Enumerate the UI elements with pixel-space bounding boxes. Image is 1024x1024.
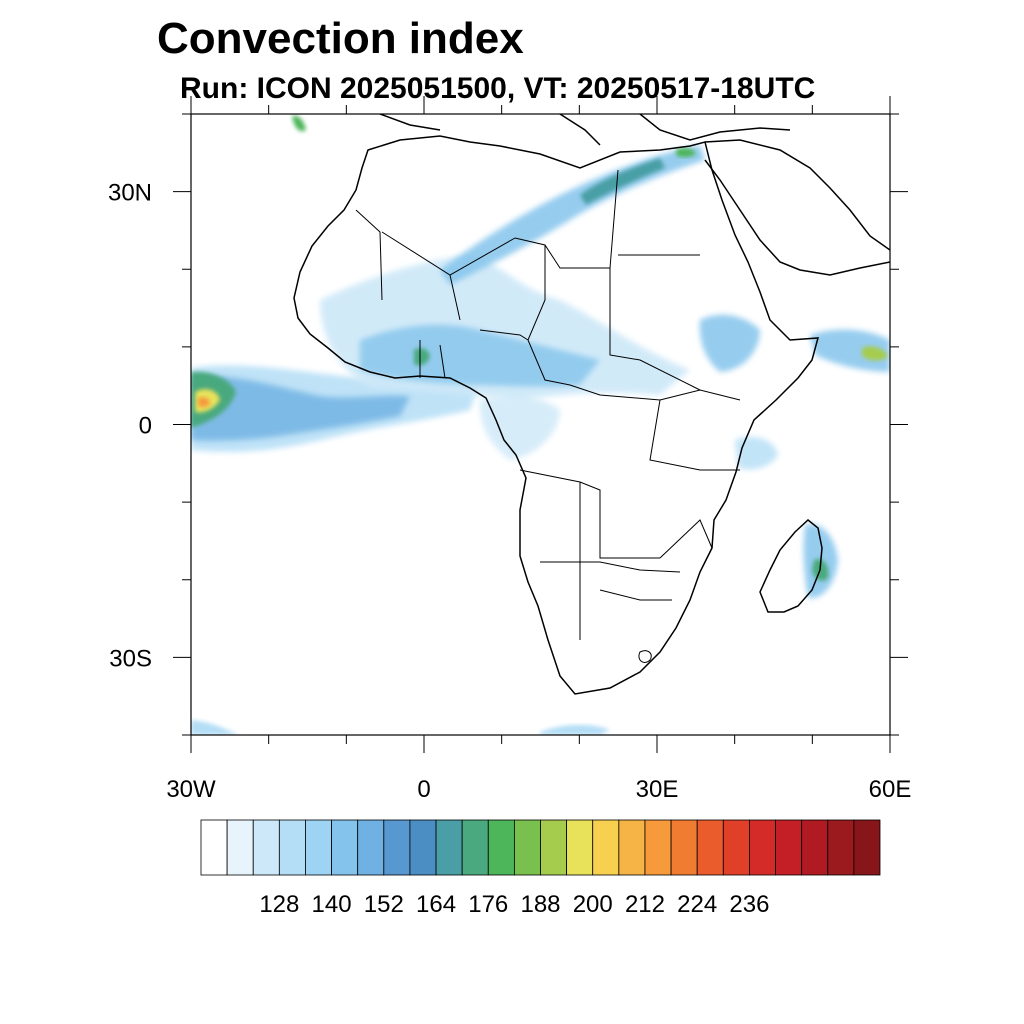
x-axis-labels: 30W 0 30E 60E bbox=[166, 776, 911, 803]
colorbar-swatch bbox=[775, 819, 803, 876]
colorbar-label: 176 bbox=[468, 891, 508, 918]
madagascar-coastline bbox=[759, 519, 823, 613]
coastlines bbox=[293, 114, 890, 695]
convection-area-south-atlantic-2 bbox=[540, 724, 610, 735]
arabia-coastline bbox=[704, 139, 890, 276]
colorbar-swatch bbox=[200, 819, 228, 876]
chart-subtitle: Run: ICON 2025051500, VT: 20250517-18UTC bbox=[180, 72, 816, 105]
colorbar-swatch bbox=[696, 819, 724, 876]
colorbar-swatch bbox=[618, 819, 646, 876]
y-tick-label: 0 bbox=[139, 413, 152, 440]
colorbar-swatch bbox=[801, 819, 829, 876]
colorbar-swatch bbox=[278, 819, 306, 876]
colorbar-swatch bbox=[513, 819, 541, 876]
colorbar-swatch bbox=[670, 819, 698, 876]
colorbar-swatch bbox=[722, 819, 750, 876]
colorbar-label: 128 bbox=[259, 891, 299, 918]
colorbar-label: 236 bbox=[729, 891, 769, 918]
convection-area-north-africa-streak bbox=[440, 145, 705, 285]
africa-coastline bbox=[293, 135, 820, 695]
y-axis-labels: 30N 0 30S bbox=[108, 180, 152, 673]
colorbar-swatch bbox=[827, 819, 855, 876]
chart-title: Convection index bbox=[157, 14, 524, 63]
colorbar-labels: 128 140 152 164 176 188 200 212 224 236 bbox=[259, 891, 769, 918]
colorbar-swatch bbox=[305, 819, 332, 876]
convection-area-mediterranean-green bbox=[676, 147, 696, 158]
x-tick-label: 30W bbox=[166, 776, 216, 803]
border-line-2 bbox=[419, 329, 741, 471]
colorbar-label: 140 bbox=[312, 891, 352, 918]
colorbar-label: 164 bbox=[416, 891, 456, 918]
convection-field bbox=[191, 115, 890, 735]
x-tick-label: 30E bbox=[636, 776, 679, 803]
border-line bbox=[355, 169, 701, 391]
convection-area-arabian-sea bbox=[810, 329, 890, 372]
colorbar-swatch bbox=[226, 819, 254, 876]
convection-area-east-africa bbox=[735, 436, 778, 470]
convection-area-ethiopia bbox=[699, 314, 760, 372]
colorbar-swatch bbox=[331, 819, 359, 876]
colorbar-label: 152 bbox=[364, 891, 404, 918]
convection-area-atlantic-core bbox=[191, 376, 410, 441]
colorbar-swatch bbox=[749, 819, 776, 876]
convection-area-congo bbox=[479, 395, 560, 460]
colorbar-swatch bbox=[435, 819, 463, 876]
convection-area-egypt-core bbox=[580, 158, 665, 205]
colorbar-swatch bbox=[487, 819, 515, 876]
convection-area-atlantic-orange bbox=[198, 397, 210, 408]
convection-area-north-atlantic bbox=[292, 115, 306, 132]
x-tick-label: 0 bbox=[417, 776, 430, 803]
x-tick-label: 60E bbox=[869, 776, 912, 803]
convection-area-south-atlantic bbox=[191, 720, 240, 735]
colorbar-swatch bbox=[357, 819, 385, 876]
convection-area-arabian-sea-core bbox=[862, 346, 888, 361]
colorbar-swatch bbox=[540, 819, 568, 876]
colorbar bbox=[200, 819, 881, 876]
colorbar-swatch bbox=[461, 819, 489, 876]
colorbar-swatch bbox=[383, 819, 411, 876]
colorbar-swatch bbox=[566, 819, 594, 876]
colorbar-swatch bbox=[644, 819, 672, 876]
europe-coastline bbox=[379, 114, 791, 146]
colorbar-swatch bbox=[409, 819, 437, 876]
y-tick-label: 30N bbox=[108, 180, 152, 207]
convection-area-ghana bbox=[414, 348, 430, 366]
border-line-4 bbox=[638, 650, 652, 663]
colorbar-swatch bbox=[592, 819, 620, 876]
y-tick-label: 30S bbox=[109, 645, 152, 672]
axis-ticks bbox=[173, 96, 908, 753]
colorbar-label: 200 bbox=[573, 891, 613, 918]
colorbar-swatch bbox=[252, 819, 280, 876]
colorbar-label: 224 bbox=[677, 891, 717, 918]
colorbar-label: 212 bbox=[625, 891, 665, 918]
colorbar-label: 188 bbox=[520, 891, 560, 918]
colorbar-swatch bbox=[853, 819, 881, 876]
country-borders bbox=[355, 169, 741, 663]
border-line-3 bbox=[519, 469, 713, 640]
